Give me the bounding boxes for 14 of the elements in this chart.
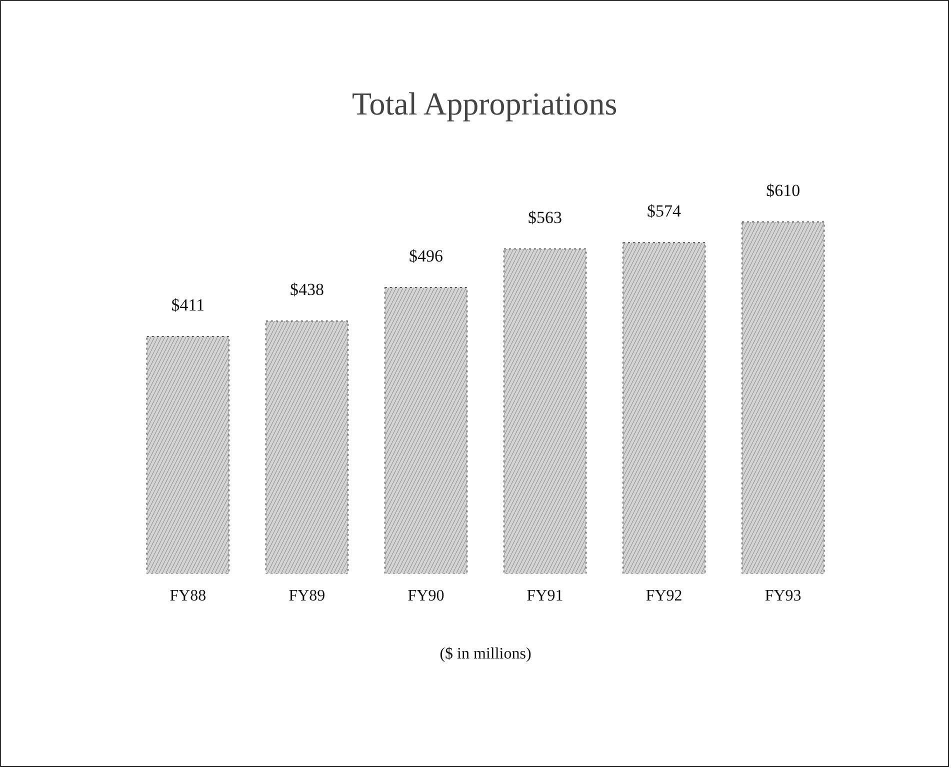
x-tick-label: FY88 bbox=[170, 588, 206, 604]
data-label: $563 bbox=[528, 208, 562, 227]
x-axis-title: ($ in millions) bbox=[440, 646, 532, 662]
data-label: $411 bbox=[171, 296, 205, 315]
x-tick-label: FY89 bbox=[288, 588, 326, 604]
x-tick-label: FY90 bbox=[408, 588, 444, 604]
chart-title: Total Appropriations bbox=[352, 86, 618, 122]
x-tick-label: FY92 bbox=[646, 588, 682, 604]
x-tick-label: FY91 bbox=[526, 588, 564, 604]
data-label: $496 bbox=[408, 246, 443, 266]
data-label: $610 bbox=[766, 180, 800, 200]
data-label: $574 bbox=[647, 202, 682, 221]
x-tick-label: FY93 bbox=[764, 588, 802, 604]
data-label: $438 bbox=[290, 280, 324, 299]
